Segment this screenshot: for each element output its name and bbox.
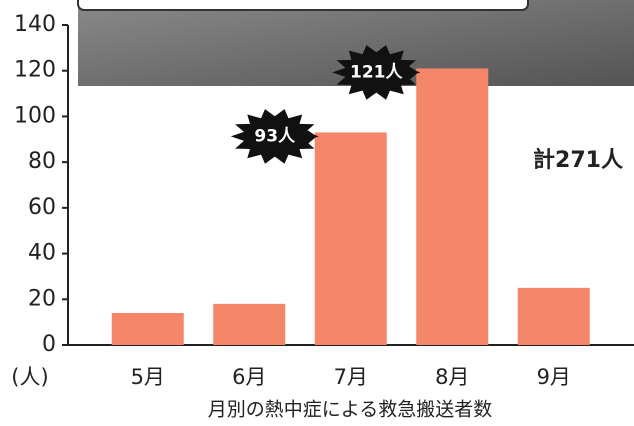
x-axis-label: 月別の熱中症による救急搬送者数 (208, 399, 492, 421)
bar (315, 132, 387, 345)
bar (112, 313, 184, 345)
y-tick-label: 60 (28, 195, 56, 220)
chart: (人) 月別の熱中症による救急搬送者数 計271人 0 20 40 60 80 100 12… (0, 0, 634, 426)
y-tick-label: 140 (14, 12, 56, 37)
value-label: 121人 (350, 62, 403, 82)
x-tick-label: 9月 (537, 365, 571, 389)
value-label: 93人 (254, 126, 296, 146)
x-tick-label: 7月 (334, 365, 368, 389)
x-tick-label: 5月 (131, 365, 165, 389)
bar (518, 288, 590, 345)
y-tick-label: 120 (14, 58, 56, 83)
y-tick-label: 100 (14, 103, 56, 128)
y-tick-label: 80 (28, 149, 56, 174)
y-unit: (人) (11, 365, 48, 389)
total-annotation: 計271人 (533, 147, 623, 173)
bar (416, 68, 488, 345)
y-tick-label: 0 (42, 332, 56, 357)
photo-caption-box (78, 0, 528, 10)
bar (213, 304, 285, 345)
y-tick-label: 20 (28, 286, 56, 311)
x-tick-label: 8月 (435, 365, 469, 389)
x-tick-label: 6月 (232, 365, 266, 389)
y-tick-label: 40 (28, 241, 56, 266)
